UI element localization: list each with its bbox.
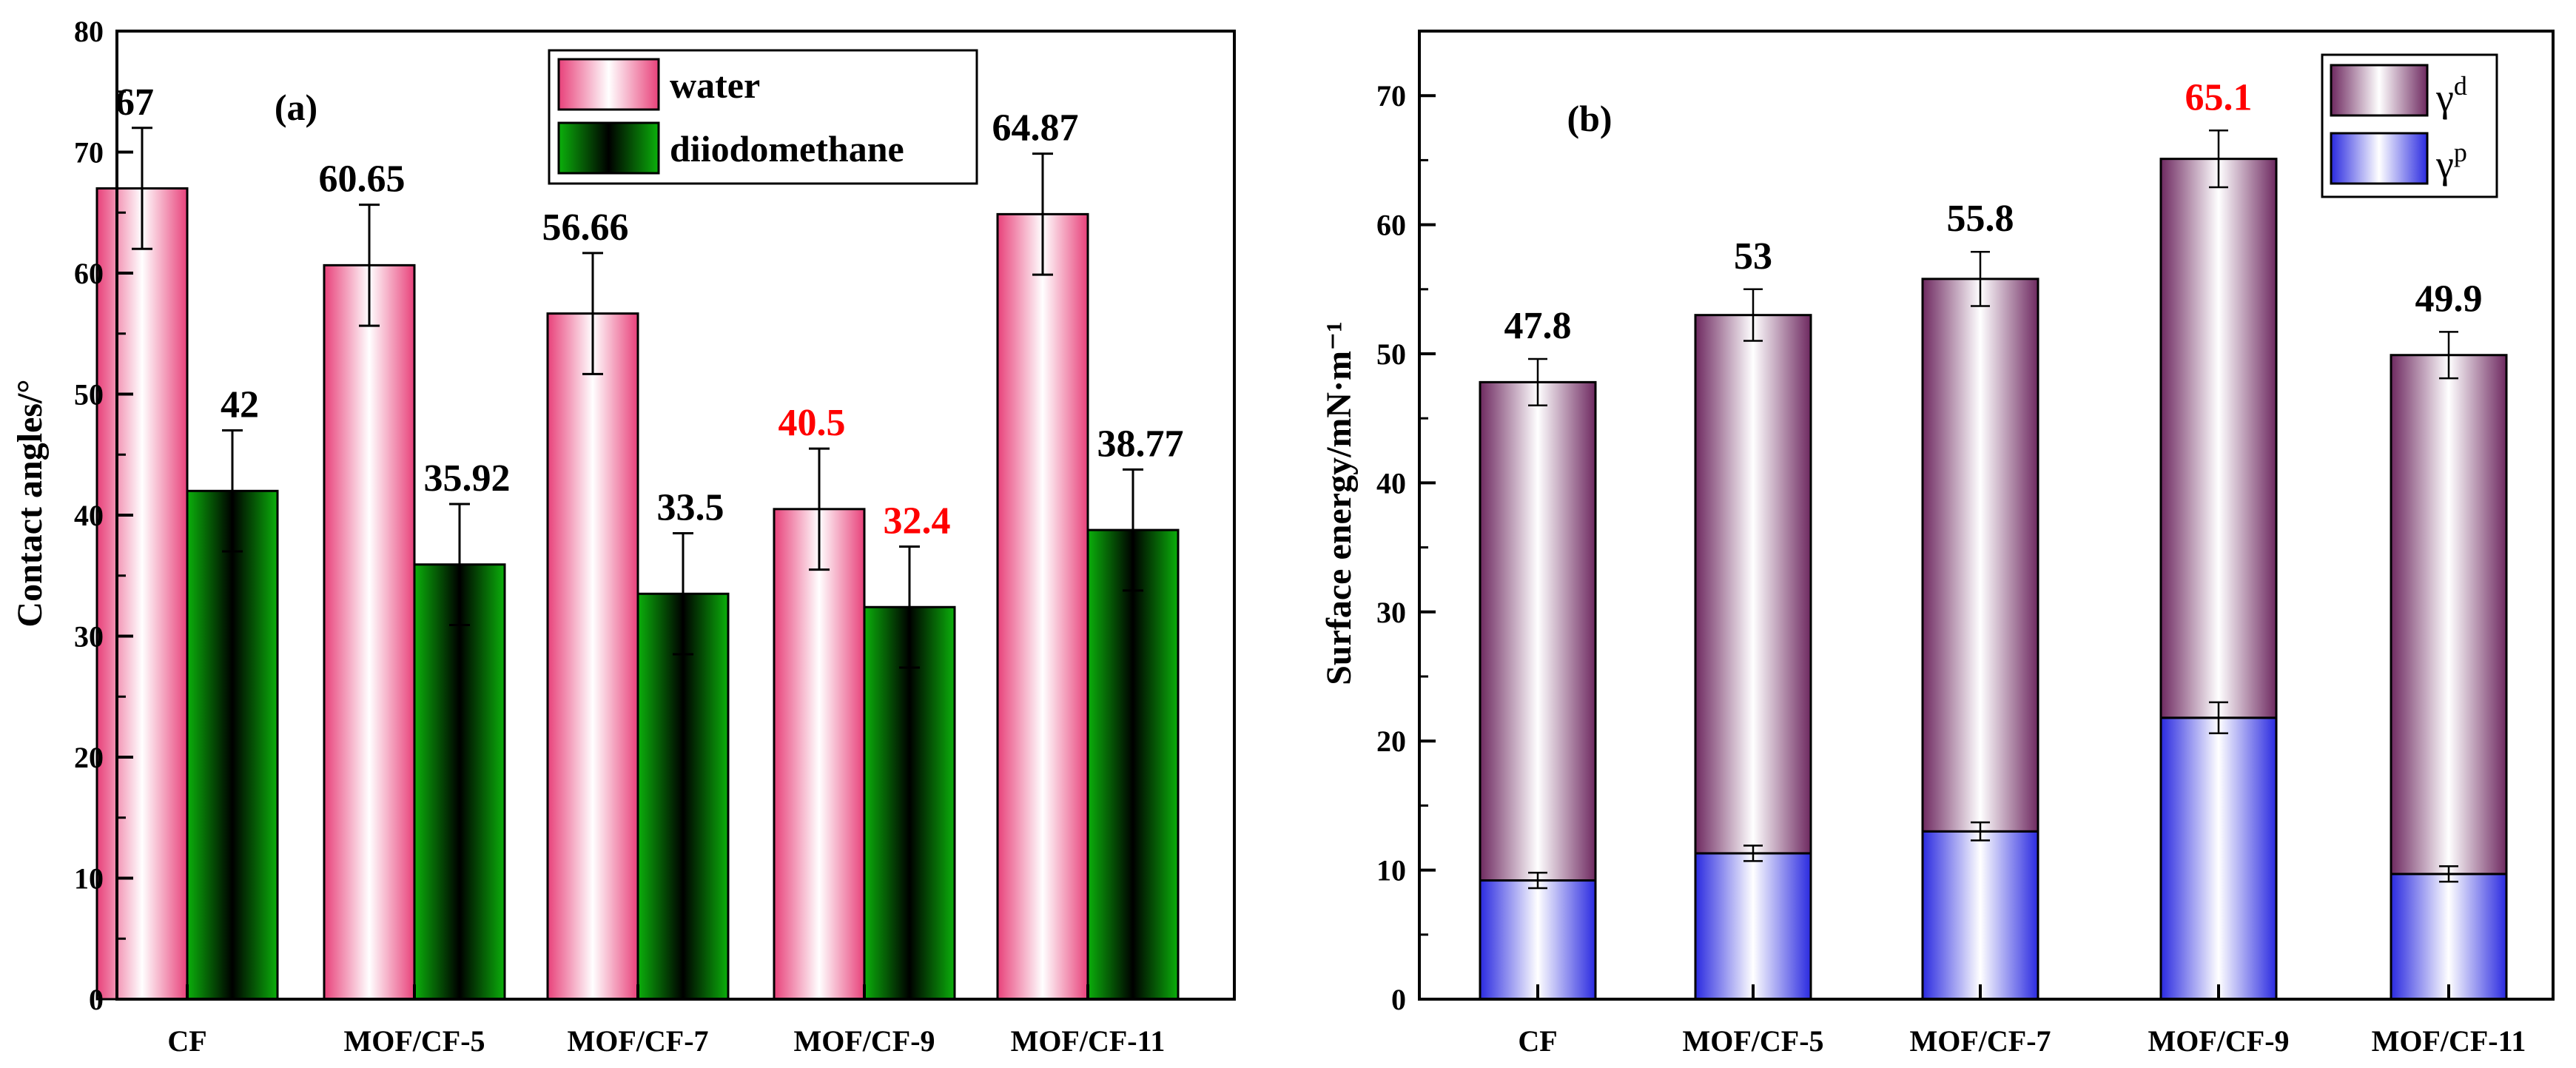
y-tick-label-70: 70 xyxy=(1376,79,1406,112)
total-label-4: 49.9 xyxy=(2415,278,2483,320)
bar-diiodomethane-1 xyxy=(413,563,506,1001)
y-tick-label-0: 0 xyxy=(1391,983,1406,1016)
total-label-0: 47.8 xyxy=(1504,305,1572,347)
chart-a-errorbars xyxy=(132,127,1143,669)
bar-gamma-p-4 xyxy=(2390,873,2508,1001)
y-tick-label-40: 40 xyxy=(1376,466,1406,500)
chart-b-errorbars xyxy=(1528,130,2458,890)
bar-water-0 xyxy=(95,187,189,1001)
y-tick-label-20: 20 xyxy=(74,741,104,774)
bar-gamma-p-0 xyxy=(1479,879,1597,1001)
value-label-water-3: 40.5 xyxy=(778,402,846,444)
bar-gamma-p-2 xyxy=(1921,830,2039,1001)
y-tick-label-10: 10 xyxy=(74,862,104,896)
legend-label-water: water xyxy=(670,64,760,106)
x-tick-label-2: MOF/CF-7 xyxy=(1909,1024,2051,1058)
chart-a-axes: 0 10 20 30 40 50 60 70 80 CF MOF/CF-5 MOF/CF-7 MOF/C… xyxy=(74,15,1236,1058)
total-label-1: 53 xyxy=(1734,235,1772,278)
y-tick-label-60: 60 xyxy=(1376,209,1406,242)
bar-gamma-p-3 xyxy=(2159,716,2278,1001)
x-tick-label-3: MOF/CF-9 xyxy=(793,1024,935,1058)
y-tick-label-30: 30 xyxy=(74,620,104,654)
bar-diiodomethane-3 xyxy=(863,605,956,1001)
x-tick-label-0: CF xyxy=(167,1024,206,1058)
bar-gamma-d-1 xyxy=(1694,314,1812,855)
bar-water-4 xyxy=(996,212,1089,1001)
legend-swatch-gamma-d xyxy=(2330,64,2429,117)
legend-label-diiodomethane: diiodomethane xyxy=(670,128,904,169)
chart-b-legend: γd γp xyxy=(2321,53,2498,198)
chart-a-value-labels: 67 60.65 56.66 40.5 64.87 42 35.92 33.5 32.4 38.7… xyxy=(115,81,1184,543)
chart-b-panel-label: (b) xyxy=(1567,98,1612,139)
x-tick-label-0: CF xyxy=(1518,1024,1557,1058)
bar-diiodomethane-2 xyxy=(636,592,730,1001)
value-label-water-1: 60.65 xyxy=(319,158,406,201)
y-tick-label-60: 60 xyxy=(74,257,104,290)
bar-gamma-d-0 xyxy=(1479,380,1597,882)
y-tick-label-20: 20 xyxy=(1376,725,1406,758)
y-tick-label-70: 70 xyxy=(74,136,104,169)
y-tick-label-50: 50 xyxy=(1376,337,1406,371)
chart-b: Surface energy/mN·m⁻¹ 47.8 53 55.8 65.1 49.9… xyxy=(1319,30,2555,1058)
x-tick-label-2: MOF/CF-7 xyxy=(567,1024,708,1058)
bar-water-2 xyxy=(546,312,639,1001)
chart-a: Contact angles/° 67 60.65 56.66 40.5 64.87 42… xyxy=(10,15,1236,1058)
y-tick-label-50: 50 xyxy=(74,378,104,412)
chart-b-bars xyxy=(1479,158,2508,1001)
legend-swatch-water xyxy=(557,58,660,111)
bar-gamma-p-1 xyxy=(1694,852,1812,1001)
chart-a-panel-label: (a) xyxy=(275,87,317,128)
y-tick-label-0: 0 xyxy=(89,983,104,1016)
value-label-diiodomethane-3: 32.4 xyxy=(884,500,951,543)
x-tick-label-4: MOF/CF-11 xyxy=(1011,1024,1166,1058)
value-label-diiodomethane-4: 38.77 xyxy=(1097,423,1184,465)
value-label-diiodomethane-2: 33.5 xyxy=(657,487,724,529)
x-tick-label-1: MOF/CF-5 xyxy=(343,1024,485,1058)
y-tick-label-10: 10 xyxy=(1376,854,1406,887)
x-tick-label-1: MOF/CF-5 xyxy=(1682,1024,1823,1058)
bar-gamma-d-2 xyxy=(1921,278,2039,833)
legend-swatch-diiodomethane xyxy=(557,121,660,175)
total-label-2: 55.8 xyxy=(1947,198,2014,240)
value-label-water-0: 67 xyxy=(115,81,154,124)
value-label-diiodomethane-0: 42 xyxy=(221,384,259,426)
bar-gamma-d-3 xyxy=(2159,158,2278,719)
x-tick-label-3: MOF/CF-9 xyxy=(2148,1024,2289,1058)
bar-water-3 xyxy=(773,508,866,1001)
chart-a-bars xyxy=(95,187,1180,1001)
chart-b-frame xyxy=(1418,30,2555,1001)
chart-a-legend: water diiodomethane xyxy=(548,49,978,185)
y-tick-label-30: 30 xyxy=(1376,596,1406,629)
chart-b-axes: 0 10 20 30 40 50 60 70 CF MOF/CF-5 MOF/CF-7 MOF/CF-… xyxy=(1376,30,2555,1058)
value-label-water-2: 56.66 xyxy=(542,206,629,249)
total-label-3: 65.1 xyxy=(2185,76,2253,118)
chart-b-ylabel: Surface energy/mN·m⁻¹ xyxy=(1319,321,1359,685)
legend-label-gamma-p: γp xyxy=(2435,138,2467,187)
value-label-diiodomethane-1: 35.92 xyxy=(424,457,511,500)
y-tick-label-80: 80 xyxy=(74,15,104,48)
bar-gamma-d-4 xyxy=(2390,354,2508,876)
legend-label-gamma-d: γd xyxy=(2435,71,2467,120)
bar-water-1 xyxy=(323,263,416,1001)
bar-diiodomethane-0 xyxy=(186,489,279,1001)
bar-diiodomethane-4 xyxy=(1086,528,1180,1001)
chart-a-ylabel: Contact angles/° xyxy=(10,379,50,627)
chart-b-value-labels: 47.8 53 55.8 65.1 49.9 xyxy=(1504,76,2483,347)
legend-swatch-gamma-p xyxy=(2330,132,2429,185)
value-label-water-4: 64.87 xyxy=(992,107,1079,150)
y-tick-label-40: 40 xyxy=(74,499,104,532)
x-tick-label-4: MOF/CF-11 xyxy=(2372,1024,2526,1058)
